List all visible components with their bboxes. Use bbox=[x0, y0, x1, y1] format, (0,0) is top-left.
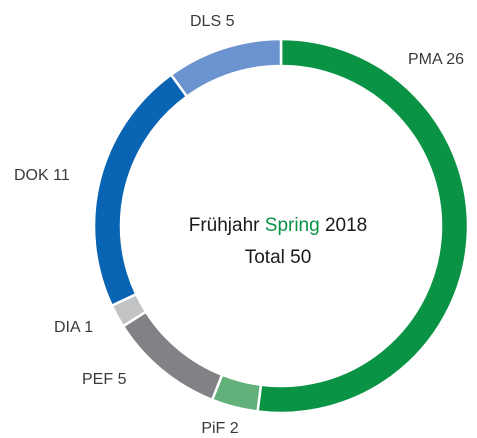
slice bbox=[169, 37, 283, 99]
label-value: 5 bbox=[118, 371, 127, 388]
label-name: DOK bbox=[14, 167, 49, 184]
center-word: Frühjahr bbox=[189, 215, 260, 236]
center-word: 2018 bbox=[325, 215, 367, 236]
label-name: PEF bbox=[82, 371, 113, 388]
label-name: DIA bbox=[54, 319, 81, 336]
label-name: DLS bbox=[190, 13, 221, 30]
slice-label: DLS 5 bbox=[190, 13, 235, 30]
center-total: Total 50 bbox=[245, 247, 312, 268]
center-title: Frühjahr Spring 2018 bbox=[189, 215, 368, 236]
center-word: Spring bbox=[265, 215, 320, 236]
slice bbox=[121, 310, 224, 402]
total-value: 50 bbox=[290, 247, 311, 268]
slices bbox=[92, 37, 470, 415]
label-value: 1 bbox=[84, 319, 93, 336]
slice bbox=[92, 72, 189, 308]
label-value: 11 bbox=[53, 167, 70, 184]
slice-label: PiF 2 bbox=[201, 420, 238, 437]
slice-label: DIA 1 bbox=[54, 319, 93, 336]
total-label: Total bbox=[245, 247, 285, 268]
label-name: PiF bbox=[201, 420, 225, 437]
slice-label: PMA 26 bbox=[408, 51, 464, 68]
label-value: 2 bbox=[230, 420, 239, 437]
label-value: 26 bbox=[446, 51, 464, 68]
slice-label: PEF 5 bbox=[82, 371, 127, 388]
label-name: PMA bbox=[408, 51, 443, 68]
slice-label: DOK 11 bbox=[14, 167, 70, 184]
label-value: 5 bbox=[226, 13, 235, 30]
